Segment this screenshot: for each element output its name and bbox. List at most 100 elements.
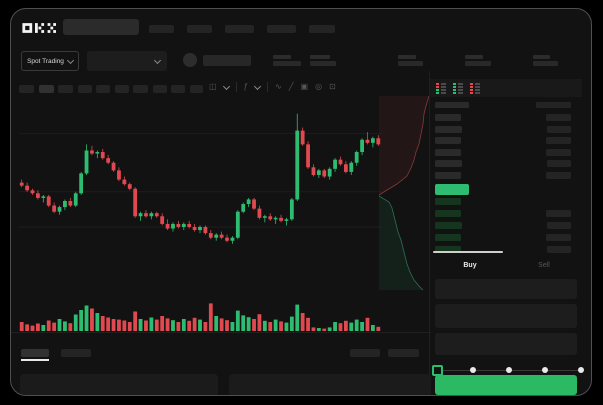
volume-chart	[19, 303, 381, 331]
divider	[267, 82, 269, 92]
orderbook-row[interactable]	[435, 114, 571, 121]
candlestick-chart	[19, 113, 381, 244]
pair-dropdown[interactable]	[87, 51, 167, 71]
buy-button[interactable]	[435, 375, 577, 395]
nav-item[interactable]	[225, 25, 254, 33]
alert-icon[interactable]: ◎	[315, 82, 323, 91]
orderbook-row[interactable]	[435, 137, 571, 145]
stat-value	[310, 61, 336, 66]
price-bar	[435, 160, 462, 168]
search-input[interactable]	[63, 19, 139, 35]
book-asks-view-icon[interactable]	[469, 82, 481, 94]
order-input[interactable]	[435, 333, 577, 355]
timeframe-button[interactable]	[189, 85, 203, 93]
bottom-action[interactable]	[350, 349, 380, 357]
orderbook-row[interactable]	[435, 246, 571, 253]
nav-item[interactable]	[309, 25, 335, 33]
orderbook-row[interactable]	[435, 125, 571, 133]
ticker-stat	[465, 55, 491, 66]
ticker-stats	[273, 55, 336, 66]
order-input[interactable]	[435, 279, 577, 299]
timeframe-button[interactable]	[58, 85, 73, 93]
orderbook-row[interactable]	[435, 160, 571, 168]
order-form	[435, 279, 577, 355]
amount-bar	[547, 125, 571, 133]
bottom-tab[interactable]	[21, 349, 49, 361]
indicators-icon[interactable]: ƒ	[243, 82, 249, 91]
price-bar	[435, 114, 461, 121]
timeframe-button[interactable]	[114, 85, 129, 93]
amount-slider[interactable]	[432, 363, 584, 377]
amount-bar	[546, 234, 571, 241]
timeframe-button[interactable]	[133, 85, 148, 93]
trading-app-window: Spot Trading ◫ ƒ ∿ ╱ ▣ ◎ ⊡ Buy Sell	[10, 8, 592, 396]
price-bar	[435, 234, 461, 241]
snapshot-icon[interactable]: ▣	[300, 82, 309, 91]
orderbook-header-amount-col	[536, 102, 571, 108]
trade-side-tabs: Buy Sell	[433, 259, 581, 273]
bottom-panel[interactable]	[20, 374, 218, 395]
market-type-label: Spot Trading	[27, 57, 64, 65]
stat-value	[533, 61, 558, 66]
timeframe-button[interactable]	[38, 85, 54, 93]
ticker-stat	[310, 55, 336, 66]
candle-style-icon[interactable]: ◫	[209, 82, 217, 91]
bottom-panels	[20, 374, 431, 395]
draw-icon[interactable]: ╱	[288, 82, 294, 91]
orderbook-row[interactable]	[435, 234, 571, 241]
chevron-down-icon[interactable]	[253, 82, 262, 90]
timeframe-button[interactable]	[152, 85, 167, 93]
depth-chart	[379, 96, 429, 291]
slider-handle[interactable]	[578, 367, 584, 373]
nav-item[interactable]	[267, 25, 296, 33]
bottom-action[interactable]	[388, 349, 419, 357]
chevron-down-icon	[153, 56, 162, 64]
market-type-select[interactable]: Spot Trading	[21, 51, 79, 71]
stat-label	[533, 55, 550, 59]
price-bar	[435, 125, 462, 133]
bottom-tabs	[21, 349, 91, 361]
slider-handle[interactable]	[542, 367, 548, 373]
order-input[interactable]	[435, 304, 577, 328]
orderbook-row[interactable]	[435, 148, 571, 156]
nav-item[interactable]	[149, 25, 174, 33]
panel-divider	[429, 71, 430, 395]
timeframe-button[interactable]	[171, 85, 185, 93]
stat-value	[273, 61, 301, 66]
stat-label	[398, 55, 416, 59]
tab-buy[interactable]: Buy	[463, 262, 477, 269]
nav-item[interactable]	[187, 25, 212, 33]
timeframe-button[interactable]	[19, 85, 34, 93]
orderbook-row[interactable]	[435, 171, 571, 179]
divider	[235, 82, 237, 92]
section-divider	[11, 332, 431, 333]
bottom-panel[interactable]	[229, 374, 431, 395]
tab-sell[interactable]: Sell	[538, 262, 550, 269]
line-tool-icon[interactable]: ∿	[275, 82, 282, 91]
slider-handle[interactable]	[506, 367, 512, 373]
timeframe-button[interactable]	[77, 85, 92, 93]
bottom-tab[interactable]	[61, 349, 91, 357]
ticker-stat	[273, 55, 301, 66]
ticker-stat	[398, 55, 423, 66]
timeframe-button[interactable]	[96, 85, 110, 93]
book-bids-view-icon[interactable]	[452, 82, 464, 94]
chart-tools: ◫ ƒ ∿ ╱ ▣ ◎ ⊡	[209, 80, 336, 94]
stat-value	[398, 61, 423, 66]
orderbook-row[interactable]	[435, 222, 571, 229]
orderbook-row[interactable]	[435, 198, 571, 205]
amount-bar	[547, 222, 571, 229]
price-bar	[435, 222, 462, 229]
amount-bar	[546, 137, 571, 145]
slider-handle[interactable]	[470, 367, 476, 373]
last-price-highlight[interactable]	[435, 184, 469, 195]
bottom-actions	[350, 349, 419, 357]
book-split-view-icon[interactable]	[435, 82, 447, 94]
stat-label	[273, 55, 291, 59]
orderbook-row[interactable]	[435, 210, 571, 217]
fullscreen-icon[interactable]: ⊡	[329, 82, 336, 91]
chevron-down-icon[interactable]	[222, 82, 230, 90]
ticker-stats	[398, 55, 558, 66]
coin-icon[interactable]	[183, 53, 197, 67]
orderbook-bids	[435, 198, 571, 258]
